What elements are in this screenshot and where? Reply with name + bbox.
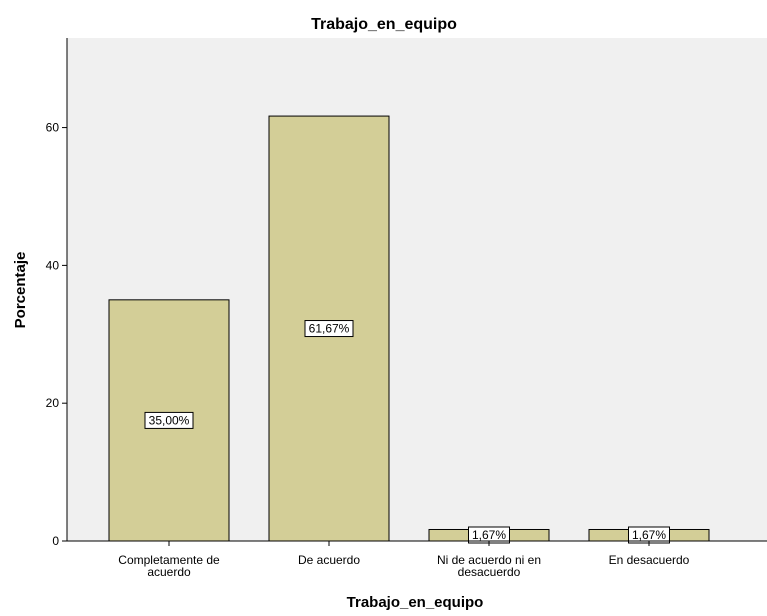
data-label-text: 61,67% xyxy=(309,322,350,336)
x-tick-label: Completamente de acuerdo xyxy=(118,553,220,579)
data-label-text: 35,00% xyxy=(149,413,190,427)
data-label: 61,67% xyxy=(304,320,354,338)
data-label-box xyxy=(144,411,194,429)
data-labels: 35,00% 61,67% 1,67% 1,67% xyxy=(144,320,670,544)
y-tick-label: 60 xyxy=(46,121,60,135)
y-tick-label: 20 xyxy=(46,396,60,410)
y-tick-label: 40 xyxy=(46,258,60,272)
data-label: 1,67% xyxy=(628,526,670,544)
x-tick-label: De acuerdo xyxy=(298,553,360,567)
x-tick-label: Ni de acuerdo ni en desacuerdo xyxy=(437,553,541,579)
data-label-text: 1,67% xyxy=(472,528,506,542)
y-axis-title: Porcentaje xyxy=(12,252,29,329)
x-axis-title: Trabajo_en_equipo xyxy=(347,594,484,611)
data-label: 35,00% xyxy=(144,411,194,429)
data-label: 1,67% xyxy=(468,526,510,544)
y-tick-label: 0 xyxy=(52,534,59,548)
chart-title: Trabajo_en_equipo xyxy=(311,16,457,33)
data-label-text: 1,67% xyxy=(632,528,666,542)
x-axis-ticks: Completamente de acuerdo De acuerdo Ni de a… xyxy=(67,540,767,579)
data-label-box xyxy=(304,320,354,338)
y-axis-ticks: 0 20 40 60 xyxy=(46,121,67,548)
x-tick-label: En desacuerdo xyxy=(609,553,690,567)
